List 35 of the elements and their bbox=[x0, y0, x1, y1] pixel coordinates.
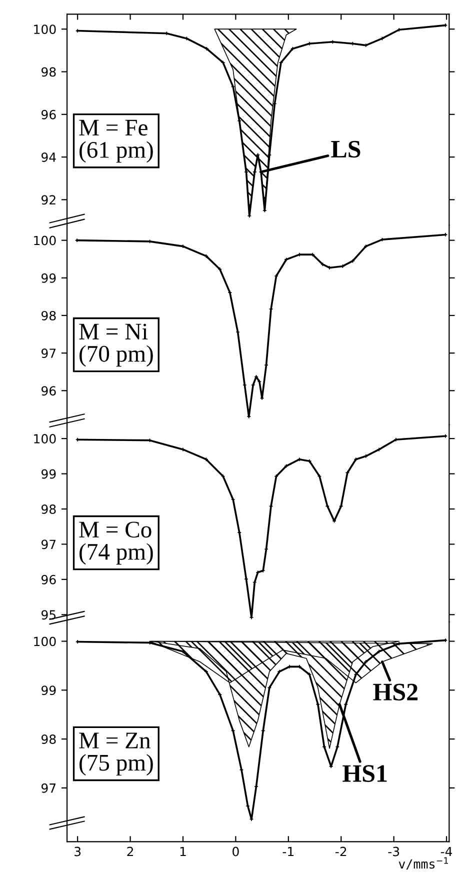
x-tick-label: -4 bbox=[440, 846, 452, 856]
x-tick-label: 2 bbox=[127, 846, 134, 856]
y-tick-label: 98 bbox=[41, 504, 56, 514]
annotation: M = Zn (75 pm) bbox=[79, 732, 153, 776]
y-tick-label: 97 bbox=[41, 783, 56, 793]
y-tick-label: 99 bbox=[41, 686, 56, 696]
y-tick-label: 98 bbox=[41, 734, 56, 744]
y-tick-label: 100 bbox=[34, 636, 56, 646]
y-tick-label: 92 bbox=[41, 195, 56, 205]
x-axis-title: v/mms$^{−1}$ bbox=[398, 857, 448, 870]
y-tick-label: 100 bbox=[34, 434, 56, 444]
x-tick-label: 0 bbox=[232, 846, 239, 856]
annotation: LS bbox=[331, 140, 360, 158]
annotation: M = Fe (61 pm) bbox=[79, 120, 153, 163]
annotation: HS2 bbox=[373, 684, 418, 701]
x-tick-label: -3 bbox=[388, 846, 400, 856]
y-tick-label: 94 bbox=[41, 152, 56, 162]
annotation: M = Co (74 pm) bbox=[79, 522, 153, 565]
annotation: M = Ni (70 pm) bbox=[79, 324, 153, 367]
annotation: HS1 bbox=[342, 765, 387, 782]
y-tick-label: 97 bbox=[41, 540, 56, 550]
y-tick-label: 98 bbox=[41, 67, 56, 77]
y-tick-label: 99 bbox=[41, 273, 56, 283]
y-tick-label: 97 bbox=[41, 348, 56, 358]
x-tick-label: 1 bbox=[180, 846, 186, 856]
y-tick-label: 100 bbox=[34, 236, 56, 246]
y-tick-label: 96 bbox=[41, 110, 56, 120]
x-tick-label: -1 bbox=[282, 846, 294, 856]
y-tick-label: 96 bbox=[41, 386, 56, 396]
x-tick-label: -2 bbox=[335, 846, 346, 856]
y-tick-label: 99 bbox=[41, 469, 56, 479]
y-tick-label: 96 bbox=[41, 574, 56, 584]
y-tick-label: 100 bbox=[34, 24, 56, 34]
x-tick-label: 3 bbox=[74, 846, 81, 856]
y-tick-label: 98 bbox=[41, 310, 56, 320]
